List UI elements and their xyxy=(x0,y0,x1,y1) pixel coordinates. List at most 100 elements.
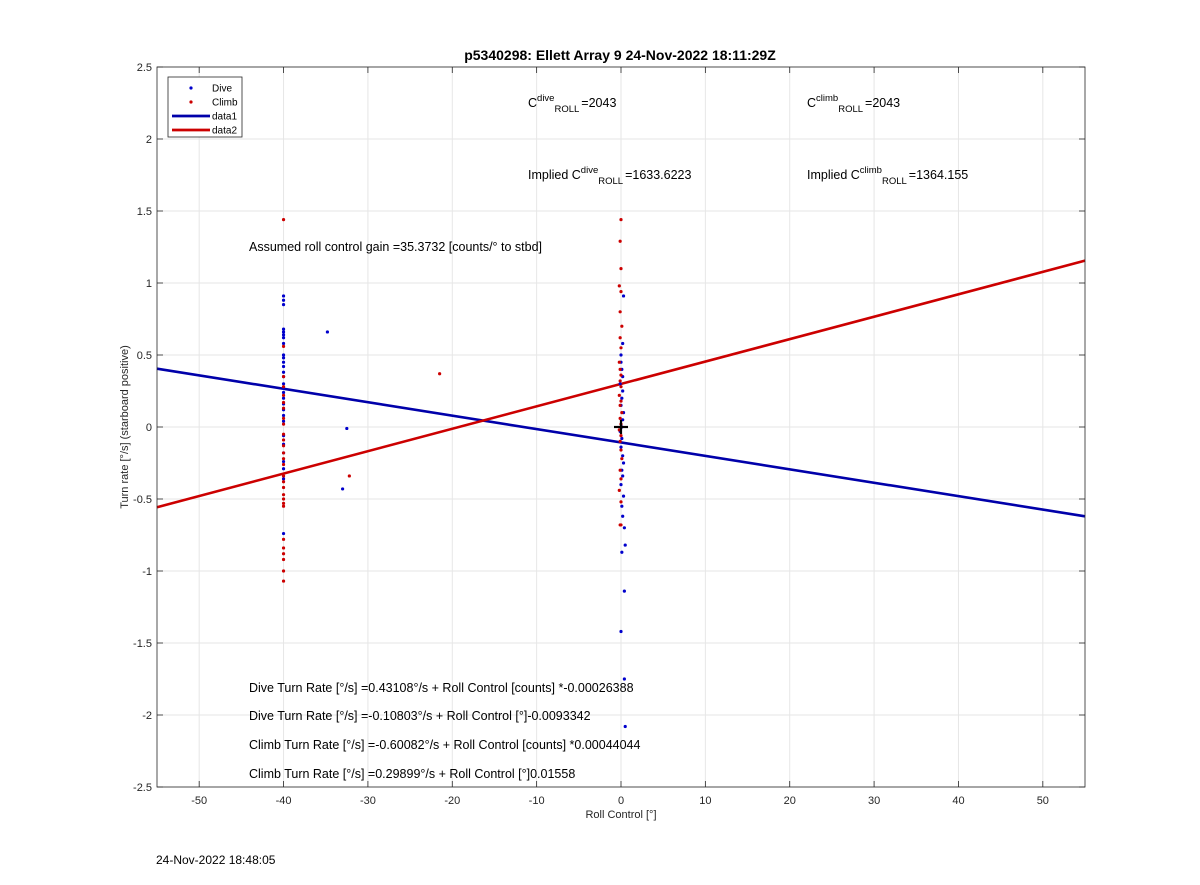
x-axis-label: Roll Control [°] xyxy=(585,809,656,821)
annotation-c-climb: CclimbROLL =2043 xyxy=(807,93,900,115)
point-climb xyxy=(281,552,286,556)
point-dive xyxy=(621,454,625,458)
point-climb xyxy=(281,400,286,405)
point-dive xyxy=(345,426,349,431)
point-climb xyxy=(619,523,623,527)
point-climb xyxy=(281,422,286,426)
point-climb xyxy=(281,537,286,541)
x-tick-label: -40 xyxy=(276,795,292,807)
point-dive xyxy=(281,390,286,395)
y-tick-label: -2.5 xyxy=(133,782,152,794)
annotation-eq-climb-counts: Climb Turn Rate [°/s] =-0.60082°/s + Rol… xyxy=(249,738,641,752)
x-axis-ticks: -50 -40 -30 -20 -10 0 10 20 30 40 50 xyxy=(191,67,1049,807)
point-climb xyxy=(619,477,623,481)
point-dive xyxy=(620,436,624,441)
point-dive xyxy=(620,504,624,508)
x-tick-label: -20 xyxy=(444,795,460,807)
y-axis-label: Turn rate [°/s] (starboard positive) xyxy=(119,345,131,509)
legend: Dive Climb data1 data2 xyxy=(167,76,243,138)
point-dive xyxy=(619,353,623,357)
point-climb xyxy=(281,438,286,442)
point-dive xyxy=(341,487,345,491)
legend-label: Dive xyxy=(212,84,232,95)
point-climb xyxy=(281,546,286,550)
point-dive xyxy=(281,341,286,346)
legend-label: data1 xyxy=(212,112,237,123)
point-dive xyxy=(619,483,623,487)
x-tick-label: 0 xyxy=(618,795,624,807)
point-climb xyxy=(281,218,286,222)
point-climb xyxy=(347,474,351,478)
point-climb xyxy=(281,344,286,348)
annotation-implied-dive: Implied CdiveROLL =1633.6223 xyxy=(528,165,691,187)
point-climb xyxy=(281,485,286,490)
point-climb xyxy=(617,488,621,492)
point-dive xyxy=(281,364,286,369)
origin-marker xyxy=(614,420,628,434)
footer-timestamp: 24-Nov-2022 18:48:05 xyxy=(156,853,276,867)
point-dive xyxy=(281,333,286,337)
y-tick-label: 1.5 xyxy=(137,206,152,218)
point-climb xyxy=(619,290,623,294)
point-dive xyxy=(325,330,330,334)
y-tick-label: -2 xyxy=(142,710,152,722)
scatter-points xyxy=(281,218,627,729)
point-dive xyxy=(621,514,625,518)
point-climb xyxy=(617,284,621,288)
legend-label: data2 xyxy=(212,126,237,137)
annotation-gain: Assumed roll control gain =35.3732 [coun… xyxy=(249,240,542,254)
point-climb xyxy=(620,457,624,461)
point-climb xyxy=(281,406,286,410)
point-climb xyxy=(619,399,623,403)
point-climb xyxy=(620,411,624,415)
point-climb xyxy=(281,432,286,436)
point-dive xyxy=(281,356,286,360)
y-tick-label: 2 xyxy=(146,134,152,146)
point-dive xyxy=(620,396,624,400)
point-climb xyxy=(281,579,286,583)
point-climb xyxy=(617,360,621,364)
point-climb xyxy=(618,468,622,472)
point-climb xyxy=(618,403,622,407)
point-dive xyxy=(281,370,286,374)
y-tick-label: 0.5 xyxy=(137,350,152,362)
point-climb xyxy=(619,385,623,389)
x-tick-label: 40 xyxy=(952,795,964,807)
point-climb xyxy=(618,310,622,314)
point-dive xyxy=(281,467,286,471)
y-tick-label: -1.5 xyxy=(133,638,152,650)
point-dive xyxy=(620,550,624,554)
x-tick-label: 10 xyxy=(699,795,711,807)
point-dive xyxy=(619,629,623,634)
point-climb xyxy=(281,501,286,505)
y-tick-label: 1 xyxy=(146,278,152,290)
y-tick-label: -1 xyxy=(142,566,152,578)
y-tick-label: 2.5 xyxy=(137,62,152,74)
point-climb xyxy=(281,444,286,448)
point-dive xyxy=(281,419,286,423)
point-dive xyxy=(622,589,626,593)
point-dive xyxy=(623,724,627,729)
point-climb xyxy=(619,448,623,452)
point-climb xyxy=(618,336,622,340)
point-dive xyxy=(281,336,286,340)
point-climb xyxy=(281,416,286,420)
point-climb xyxy=(619,373,623,377)
point-climb xyxy=(618,379,622,383)
annotation-eq-dive-degrees: Dive Turn Rate [°/s] =-0.10803°/s + Roll… xyxy=(249,709,591,723)
y-axis-ticks: 2.5 2 1.5 1 0.5 0 -0.5 -1 -1.5 -2 -2.5 xyxy=(133,62,1085,794)
point-dive xyxy=(621,341,625,346)
y-tick-label: -0.5 xyxy=(133,494,152,506)
annotation-implied-climb: Implied CclimbROLL =1364.155 xyxy=(807,165,968,187)
point-climb xyxy=(281,385,286,389)
point-dive xyxy=(281,531,286,536)
y-tick-label: 0 xyxy=(146,422,152,434)
point-dive xyxy=(281,327,286,331)
point-climb xyxy=(619,346,623,350)
point-climb xyxy=(281,569,286,573)
point-climb xyxy=(281,504,286,508)
point-climb xyxy=(281,493,286,497)
point-climb xyxy=(281,457,286,461)
x-tick-label: -50 xyxy=(191,795,207,807)
